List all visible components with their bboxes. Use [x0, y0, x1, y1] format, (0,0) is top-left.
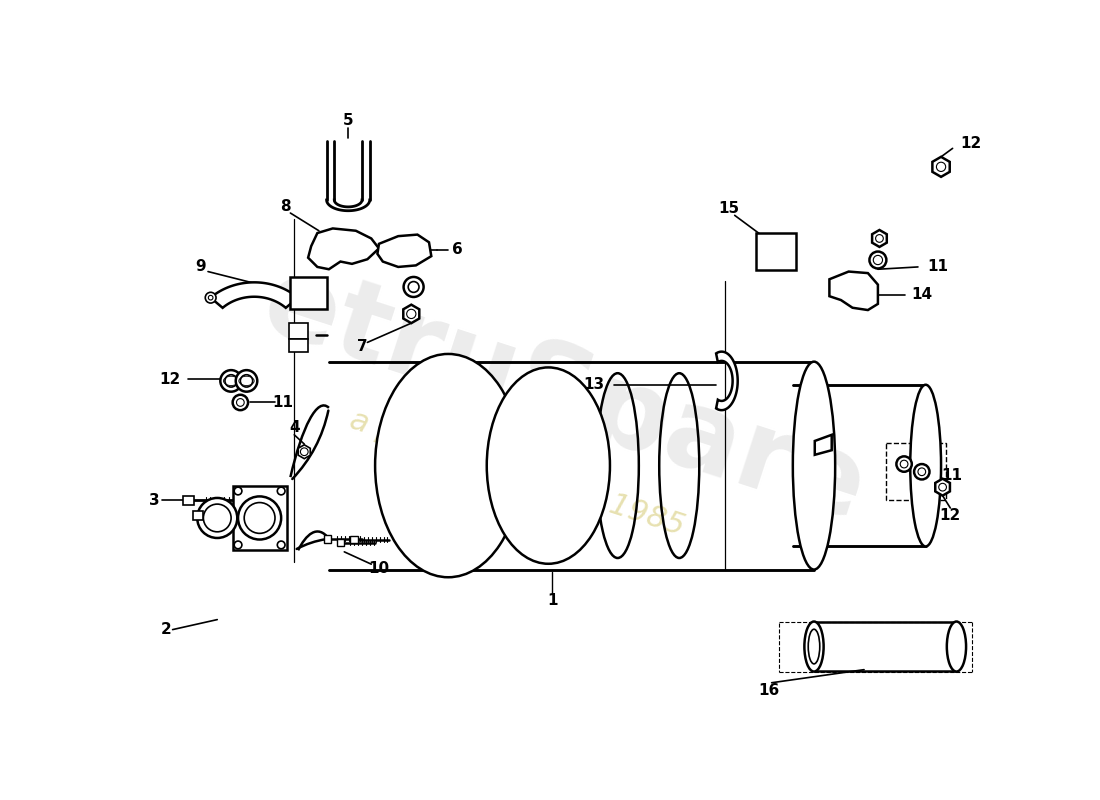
Polygon shape [233, 486, 286, 550]
Circle shape [234, 541, 242, 549]
Ellipse shape [375, 354, 521, 578]
Text: a passion... since 1985: a passion... since 1985 [346, 406, 689, 542]
Text: etruSpare: etruSpare [249, 249, 879, 544]
Circle shape [277, 541, 285, 549]
Ellipse shape [793, 362, 835, 570]
Text: 7: 7 [356, 338, 367, 354]
Polygon shape [404, 305, 419, 323]
Polygon shape [872, 230, 887, 247]
Text: 14: 14 [912, 287, 933, 302]
Polygon shape [829, 271, 878, 310]
Text: 10: 10 [368, 561, 389, 575]
Polygon shape [298, 445, 310, 458]
Text: 13: 13 [583, 378, 605, 392]
Circle shape [206, 292, 216, 303]
Text: 11: 11 [927, 259, 948, 274]
Polygon shape [184, 496, 195, 505]
Circle shape [235, 370, 257, 392]
Circle shape [896, 456, 912, 472]
Polygon shape [933, 157, 949, 177]
Polygon shape [351, 536, 359, 543]
Polygon shape [290, 277, 328, 310]
Circle shape [238, 496, 282, 539]
Polygon shape [308, 229, 378, 270]
Circle shape [233, 394, 249, 410]
Polygon shape [192, 511, 204, 520]
Ellipse shape [486, 367, 609, 564]
Text: 3: 3 [148, 493, 159, 508]
Circle shape [220, 370, 242, 392]
Circle shape [869, 251, 887, 269]
Polygon shape [377, 234, 431, 267]
Text: 8: 8 [279, 199, 290, 214]
Circle shape [293, 292, 304, 303]
Polygon shape [757, 233, 796, 270]
Text: 4: 4 [289, 419, 299, 434]
Text: 11: 11 [272, 395, 294, 410]
Ellipse shape [804, 622, 824, 671]
Text: 15: 15 [718, 201, 740, 216]
Polygon shape [935, 478, 950, 496]
Polygon shape [289, 338, 308, 352]
Circle shape [404, 277, 424, 297]
Polygon shape [716, 352, 738, 410]
Text: 16: 16 [758, 683, 779, 698]
Text: 12: 12 [960, 136, 981, 151]
Polygon shape [815, 435, 832, 455]
Text: 9: 9 [195, 259, 206, 274]
Text: 5: 5 [343, 113, 353, 128]
Polygon shape [211, 282, 298, 308]
Text: 12: 12 [939, 508, 961, 523]
Ellipse shape [911, 385, 942, 546]
Polygon shape [337, 538, 344, 546]
Circle shape [197, 498, 238, 538]
Text: 12: 12 [160, 372, 180, 387]
Text: 2: 2 [161, 622, 170, 637]
Ellipse shape [947, 622, 966, 671]
Polygon shape [289, 323, 308, 338]
Circle shape [234, 487, 242, 495]
Circle shape [914, 464, 929, 479]
Circle shape [277, 487, 285, 495]
Text: 6: 6 [452, 242, 463, 258]
Polygon shape [323, 535, 331, 542]
Text: 11: 11 [942, 468, 962, 483]
Text: 1: 1 [547, 593, 558, 608]
